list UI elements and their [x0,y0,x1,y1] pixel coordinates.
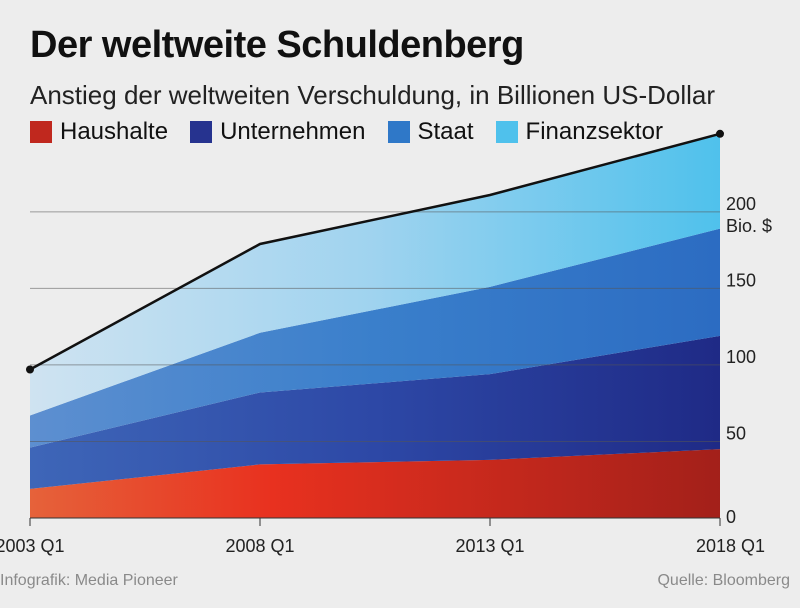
legend-item-finanzsektor: Finanzsektor [495,118,663,146]
y-tick-label: 0 [726,507,736,527]
source-text: Quelle: Bloomberg [657,572,790,589]
y-tick-label: 50 [726,423,746,443]
x-tick-label: 2013 Q1 [455,536,524,556]
credit-text: Infografik: Media Pioneer [0,572,178,589]
area-haushalte [30,449,720,518]
area-unternehmen [30,335,720,489]
legend-swatch [387,121,410,143]
x-tick-label: 2003 Q1 [0,536,65,556]
legend-item-unternehmen: Unternehmen [190,118,366,146]
legend-label: Finanzsektor [525,118,663,145]
legend-item-haushalte: Haushalte [30,118,168,146]
y-tick-label: 100 [726,347,756,367]
legend-item-staat: Staat [387,118,474,146]
chart-title: Der weltweite Schuldenberg [30,24,524,66]
y-unit-label: Bio. $ [726,216,772,236]
legend: Haushalte Unternehmen Staat Finanzsektor [30,118,685,146]
total-debt-line [29,132,721,371]
legend-label: Unternehmen [220,118,366,145]
y-tick-label: 200 [726,194,756,214]
legend-swatch [30,121,52,143]
total-line-endpoint [716,129,724,138]
chart-subtitle: Anstieg der weltweiten Verschuldung, in … [30,80,716,110]
legend-label: Haushalte [60,118,169,145]
legend-label: Staat [417,118,474,145]
total-line-endpoint [26,365,34,374]
legend-swatch [495,121,518,143]
area-staat [30,228,720,448]
area-finanzsektor [30,133,720,416]
y-tick-label: 150 [726,270,756,290]
x-tick-label: 2008 Q1 [225,536,294,556]
legend-swatch [190,121,213,143]
x-tick-label: 2018 Q1 [696,536,765,556]
